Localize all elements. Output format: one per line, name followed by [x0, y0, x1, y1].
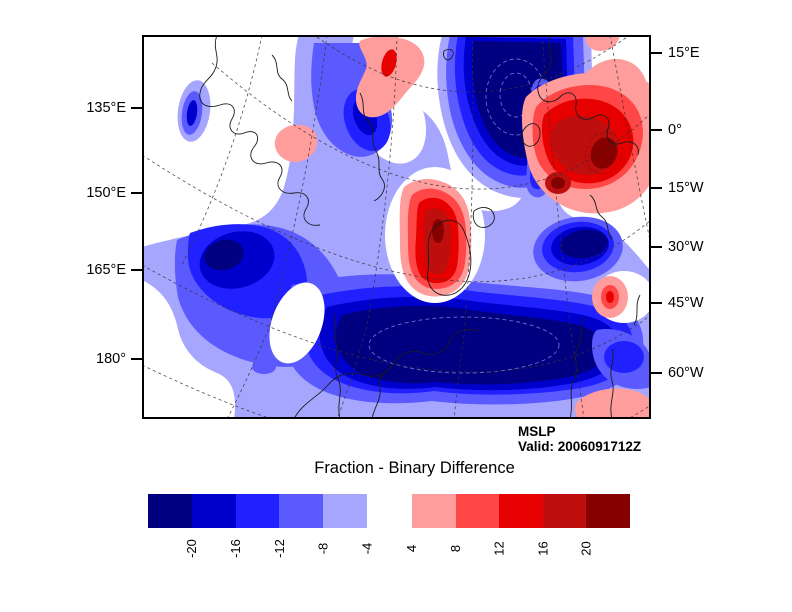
plot-annotation: MSLP Valid: 2006091712Z: [518, 425, 641, 454]
colorbar-tick-label: 12: [491, 540, 507, 556]
right-tick-mark: [651, 246, 662, 248]
colorbar-segment: [279, 494, 324, 528]
colorbar-tick-label: 20: [578, 540, 594, 556]
right-tick-label: 30°W: [668, 239, 704, 255]
left-tick-mark: [131, 192, 142, 194]
left-tick-mark: [131, 107, 142, 109]
colorbar-segment: [191, 494, 237, 528]
colorbar-tick-label: -8: [315, 542, 331, 554]
colorbar-segment: [499, 494, 544, 528]
left-tick-label: 150°E: [86, 185, 126, 201]
left-tick-label: 180°: [96, 351, 126, 367]
colorbar-tick-label: -12: [271, 538, 287, 558]
right-tick-label: 15°W: [668, 180, 704, 196]
left-tick-label: 165°E: [86, 262, 126, 278]
map-plot: [142, 35, 651, 419]
colorbar-segment: [323, 494, 368, 528]
variable-label: MSLP: [518, 424, 556, 439]
right-tick-mark: [651, 372, 662, 374]
colorbar-tick-label: -4: [359, 542, 375, 554]
valid-time-label: Valid: 2006091712Z: [518, 438, 642, 454]
colorbar: -20 -16 -12 -8 -4 4 8 12 16 20: [0, 494, 792, 574]
colorbar-segment: [148, 494, 193, 528]
right-tick-mark: [651, 52, 662, 54]
right-tick-label: 15°E: [668, 45, 700, 61]
right-tick-mark: [651, 187, 662, 189]
right-tick-label: 45°W: [668, 295, 704, 311]
colorbar-segment: [412, 494, 457, 528]
left-tick-label: 135°E: [86, 100, 126, 116]
plot-title: Fraction - Binary Difference: [314, 459, 515, 477]
left-tick-mark: [131, 358, 142, 360]
colorbar-tick-label: -16: [228, 538, 244, 558]
colorbar-tick-label: 4: [404, 544, 420, 552]
colorbar-segment: [586, 494, 631, 528]
colorbar-segment: [542, 494, 587, 528]
right-tick-mark: [651, 129, 662, 131]
right-tick-label: 60°W: [668, 365, 704, 381]
right-tick-mark: [651, 302, 662, 304]
colorbar-tick-label: -20: [184, 538, 200, 558]
colorbar-tick-label: 8: [448, 544, 464, 552]
colorbar-tick-label: 16: [535, 540, 551, 556]
right-tick-label: 0°: [668, 122, 682, 138]
contour-map-graphic: [142, 35, 651, 419]
colorbar-segment: [455, 494, 500, 528]
colorbar-segment: [235, 494, 280, 528]
left-tick-mark: [131, 269, 142, 271]
